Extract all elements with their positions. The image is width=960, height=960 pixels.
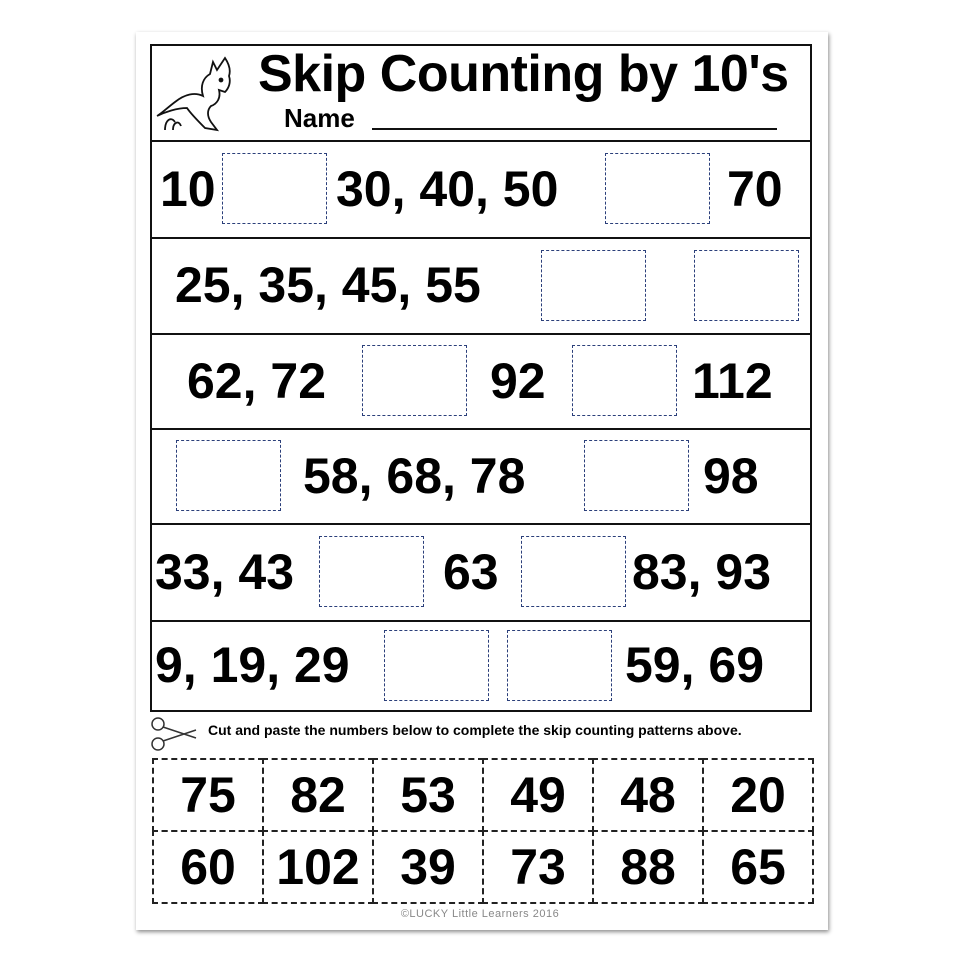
worksheet-frame	[150, 44, 812, 712]
paste-box[interactable]	[362, 345, 467, 416]
paste-box[interactable]	[694, 249, 799, 321]
cutout-number[interactable]: 65	[702, 830, 814, 904]
sequence-numbers: 10	[160, 160, 216, 217]
paste-box[interactable]	[541, 249, 646, 321]
sequence-numbers: 59, 69	[625, 637, 765, 693]
cutout-number[interactable]: 73	[482, 830, 594, 904]
cutout-number[interactable]: 60	[152, 830, 264, 904]
scissors-icon	[151, 717, 197, 751]
sequence-numbers: 25, 35, 45, 55	[175, 257, 481, 313]
sequence-numbers: 33, 43	[155, 543, 295, 600]
paste-box[interactable]	[572, 345, 677, 416]
cutout-number[interactable]: 39	[372, 830, 484, 904]
sequence-numbers: 30, 40, 50	[336, 160, 559, 217]
cutout-number[interactable]: 88	[592, 830, 704, 904]
cutout-number[interactable]: 82	[262, 758, 374, 832]
paste-box[interactable]	[605, 153, 710, 224]
sequence-numbers: 83, 93	[632, 543, 772, 600]
cutout-grid: 75 82 53 49 48 20 60 102 39 73 88 65	[152, 758, 814, 928]
name-field[interactable]	[372, 128, 777, 130]
copyright: ©LUCKY Little Learners 2016	[400, 908, 560, 920]
row-divider	[150, 140, 812, 142]
page-title: Skip Counting by 10's	[258, 45, 789, 103]
cutout-number[interactable]: 20	[702, 758, 814, 832]
paste-box[interactable]	[176, 440, 281, 511]
sequence-numbers: 98	[703, 447, 759, 504]
sequence-numbers: 62, 72	[187, 352, 327, 409]
paste-box[interactable]	[584, 440, 689, 511]
paste-box[interactable]	[521, 536, 626, 607]
row-divider	[150, 428, 812, 430]
row-divider	[150, 237, 812, 239]
cutout-number[interactable]: 102	[262, 830, 374, 904]
row-divider	[150, 523, 812, 525]
cutout-number[interactable]: 48	[592, 758, 704, 832]
paste-box[interactable]	[222, 153, 327, 224]
row-divider	[150, 333, 812, 335]
cutout-number[interactable]: 49	[482, 758, 594, 832]
sequence-numbers: 63	[443, 543, 499, 600]
kangaroo-icon	[156, 56, 231, 132]
instructions: Cut and paste the numbers below to compl…	[208, 722, 742, 738]
paste-box[interactable]	[319, 536, 424, 607]
cutout-number[interactable]: 75	[152, 758, 264, 832]
sequence-numbers: 92	[490, 352, 546, 409]
sequence-numbers: 70	[727, 160, 783, 217]
paste-box[interactable]	[507, 629, 612, 701]
sequence-numbers: 58, 68, 78	[303, 447, 526, 504]
name-label: Name	[284, 103, 355, 133]
sequence-numbers: 112	[692, 352, 773, 409]
cutout-number[interactable]: 53	[372, 758, 484, 832]
row-divider	[150, 620, 812, 622]
paste-box[interactable]	[384, 629, 489, 701]
sequence-numbers: 9, 19, 29	[155, 637, 350, 693]
